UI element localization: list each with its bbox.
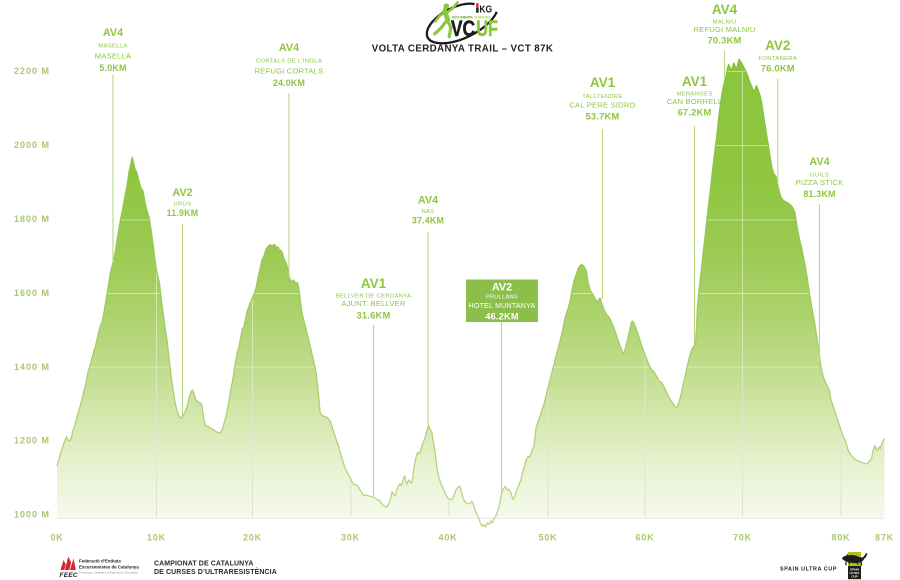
svg-text:VOLTA CERDANYA TRAIL – VCT 87K: VOLTA CERDANYA TRAIL – VCT 87K (372, 43, 554, 54)
svg-text:0K: 0K (50, 533, 63, 543)
svg-text:VC: VC (451, 16, 475, 41)
svg-text:AV2: AV2 (492, 282, 512, 294)
svg-text:MERANGES: MERANGES (676, 92, 712, 98)
svg-text:ULTRAFONS: ULTRAFONS (474, 16, 490, 20)
svg-text:SPAIN ULTRA CUP: SPAIN ULTRA CUP (780, 566, 837, 572)
svg-text:87K: 87K (875, 533, 894, 543)
svg-text:10K: 10K (147, 533, 166, 543)
svg-text:SPAIN: SPAIN (850, 567, 859, 571)
svg-text:MASELLA: MASELLA (98, 44, 127, 50)
svg-text:76.0KM: 76.0KM (761, 63, 795, 74)
svg-text:2000 M: 2000 M (14, 140, 50, 150)
svg-text:70K: 70K (733, 533, 752, 543)
svg-text:24.0KM: 24.0KM (273, 78, 305, 88)
svg-text:AV1: AV1 (682, 74, 708, 89)
svg-text:MASELLA: MASELLA (95, 52, 132, 61)
svg-text:AV4: AV4 (418, 195, 438, 207)
svg-text:VOLTA CERDANYA: VOLTA CERDANYA (452, 16, 473, 20)
svg-text:50K: 50K (539, 533, 558, 543)
svg-text:1800 M: 1800 M (14, 214, 50, 224)
svg-text:DE CURSES D’ULTRARESISTÈNCIA: DE CURSES D’ULTRARESISTÈNCIA (154, 567, 277, 576)
svg-text:CUP: CUP (851, 575, 857, 579)
svg-text:20K: 20K (243, 533, 262, 543)
svg-text:AV4: AV4 (279, 42, 299, 54)
svg-text:53.7KM: 53.7KM (585, 111, 619, 122)
svg-text:MALNIU: MALNIU (712, 20, 736, 26)
svg-text:ULTRA: ULTRA (850, 571, 861, 575)
svg-text:40K: 40K (439, 533, 458, 543)
svg-text:CAMPIONAT DE CATALUNYA: CAMPIONAT DE CATALUNYA (154, 561, 254, 568)
svg-text:67.2KM: 67.2KM (677, 107, 711, 118)
svg-text:TALLTENDRE: TALLTENDRE (582, 94, 622, 100)
svg-text:Federació d’Entitats: Federació d’Entitats (79, 559, 122, 564)
svg-text:11.9KM: 11.9KM (167, 208, 199, 218)
svg-text:KG: KG (479, 4, 492, 16)
svg-text:31.6KM: 31.6KM (356, 310, 390, 321)
svg-text:UF: UF (476, 16, 498, 41)
svg-text:81.3KM: 81.3KM (803, 189, 835, 199)
svg-text:HOTEL MUNTANYA: HOTEL MUNTANYA (469, 302, 536, 310)
svg-text:REFUGI MALNIU: REFUGI MALNIU (693, 25, 755, 34)
svg-text:Excursionistes de Catalunya: Excursionistes de Catalunya (79, 564, 139, 569)
svg-text:CORTALS DE L'INGLA: CORTALS DE L'INGLA (256, 59, 322, 65)
svg-text:30K: 30K (341, 533, 360, 543)
svg-text:2200 M: 2200 M (14, 66, 50, 76)
svg-text:GUILS: GUILS (810, 173, 829, 179)
svg-text:CAL PERE SIDRO: CAL PERE SIDRO (569, 101, 635, 110)
svg-text:Federació Catalana d’Alpinisme: Federació Catalana d’Alpinisme i Escalad… (79, 570, 138, 574)
svg-text:AV2: AV2 (172, 187, 192, 199)
svg-text:FONTANERA: FONTANERA (759, 56, 798, 62)
svg-text:1600 M: 1600 M (14, 288, 50, 298)
svg-text:80K: 80K (832, 533, 851, 543)
svg-text:REFUGI CORTALS: REFUGI CORTALS (255, 67, 324, 76)
svg-text:60K: 60K (636, 533, 655, 543)
svg-text:BELLVER DE CERDANYA: BELLVER DE CERDANYA (336, 294, 412, 300)
svg-text:AV1: AV1 (361, 276, 387, 291)
svg-text:PRULLANS: PRULLANS (486, 295, 518, 301)
svg-text:AV1: AV1 (590, 75, 616, 90)
svg-text:AV2: AV2 (765, 38, 790, 53)
svg-text:1200 M: 1200 M (14, 436, 50, 446)
svg-text:NAS: NAS (421, 209, 434, 215)
svg-text:AV4: AV4 (103, 27, 123, 39)
svg-text:FEEC: FEEC (60, 572, 78, 579)
svg-text:37.4KM: 37.4KM (412, 216, 444, 226)
svg-text:PIZZA STICK: PIZZA STICK (796, 178, 844, 187)
svg-text:CAN BORRELL: CAN BORRELL (667, 97, 723, 106)
svg-text:AV4: AV4 (809, 156, 829, 168)
svg-text:AJUNT. BELLVER: AJUNT. BELLVER (341, 299, 406, 308)
svg-text:1400 M: 1400 M (14, 362, 50, 372)
svg-text:70.3KM: 70.3KM (707, 35, 741, 46)
svg-text:1000 M: 1000 M (14, 510, 50, 520)
svg-text:URÚS: URÚS (174, 201, 192, 208)
svg-text:46.2KM: 46.2KM (485, 312, 519, 322)
svg-text:5.0KM: 5.0KM (99, 63, 126, 73)
svg-text:AV4: AV4 (712, 2, 738, 17)
